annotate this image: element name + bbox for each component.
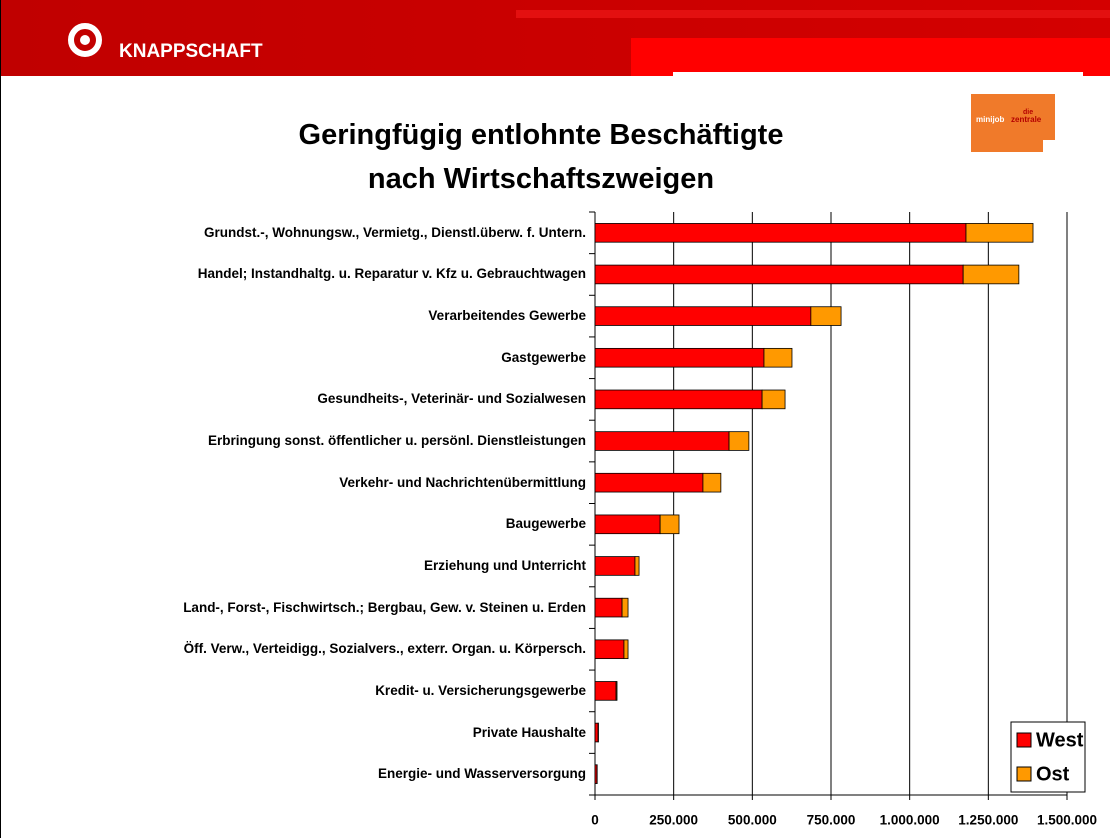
bar-segment <box>594 639 625 660</box>
y-tick-label: Handel; Instandhaltg. u. Reparatur v. Kf… <box>197 266 586 282</box>
brand: KNAPPSCHAFT <box>119 41 263 62</box>
x-tick-label: 1.500.000 <box>1037 813 1097 828</box>
y-tick-label: Gastgewerbe <box>501 349 586 365</box>
bar-segment <box>594 556 636 576</box>
bar-segment <box>594 347 765 368</box>
bar-segment <box>623 639 629 660</box>
bar-segment <box>810 306 842 326</box>
logo-notch <box>1043 140 1055 152</box>
x-tick-label: 500.000 <box>728 813 777 828</box>
legend-label: Ost <box>1036 763 1070 785</box>
bar-segment <box>965 223 1034 243</box>
bar-segment <box>962 264 1020 285</box>
logo-text: minijob <box>976 115 1005 124</box>
header-block <box>631 38 1110 76</box>
y-tick-label: Energie- und Wasserversorgung <box>377 766 586 782</box>
y-tick-label: Private Haushalte <box>472 724 586 740</box>
y-tick-label: Baugewerbe <box>505 516 586 532</box>
header-line <box>673 72 1083 78</box>
logo-dot <box>80 35 90 45</box>
bar-segment <box>728 431 750 451</box>
x-tick-label: 250.000 <box>649 813 698 828</box>
slide-body <box>1 78 1110 838</box>
legend-swatch <box>1016 732 1032 748</box>
y-tick-label: Gesundheits-, Veterinär- und Sozialwesen <box>317 391 586 407</box>
bar-segment <box>702 472 722 493</box>
bar-segment <box>594 597 623 618</box>
logo-text: zentrale <box>1011 115 1042 124</box>
bar-segment <box>594 223 967 243</box>
x-tick-label: 1.250.000 <box>958 813 1018 828</box>
bar-segment <box>594 389 763 410</box>
chart-title: Geringfügig entlohnte Beschäftigte nach … <box>298 119 784 195</box>
logo-ring <box>68 23 102 57</box>
y-tick-label: Verkehr- und Nachrichtenübermittlung <box>339 474 586 490</box>
bar-segment <box>594 431 730 451</box>
legend-swatch <box>1016 766 1032 782</box>
bar-segment <box>761 389 786 410</box>
logo-text: die <box>1023 109 1033 116</box>
header-stripe <box>516 10 1110 18</box>
x-tick-label: 0 <box>591 813 599 828</box>
x-tick-label: 1.000.000 <box>880 813 940 828</box>
bar-segment <box>594 681 617 701</box>
bar-segment <box>594 722 599 743</box>
bar-segment <box>594 472 704 493</box>
y-tick-label: Grundst.-, Wohnungsw., Vermietg., Dienst… <box>203 224 586 240</box>
y-tick-label: Öff. Verw., Verteidigg., Sozialvers., ex… <box>183 641 586 657</box>
y-tick-label: Erbringung sonst. öffentlicher u. persön… <box>207 433 586 449</box>
bar-segment <box>621 597 629 618</box>
y-tick-label: Verarbeitendes Gewerbe <box>428 308 586 324</box>
y-tick-label: Erziehung und Unterricht <box>424 557 586 573</box>
minijob-logo <box>971 94 1055 152</box>
bar-segment <box>763 347 793 368</box>
legend-label: West <box>1036 729 1084 751</box>
bar-segment <box>615 681 618 701</box>
bar-segment <box>634 556 640 576</box>
x-tick-label: 750.000 <box>807 813 856 828</box>
bar-segment <box>594 306 812 326</box>
y-tick-label: Land-, Forst-, Fischwirtsch.; Bergbau, G… <box>183 599 586 615</box>
bar-segment <box>594 264 964 285</box>
y-tick-label: Kredit- u. Versicherungsgewerbe <box>375 682 586 698</box>
bar-segment <box>594 514 661 535</box>
bar-segment <box>659 514 680 535</box>
